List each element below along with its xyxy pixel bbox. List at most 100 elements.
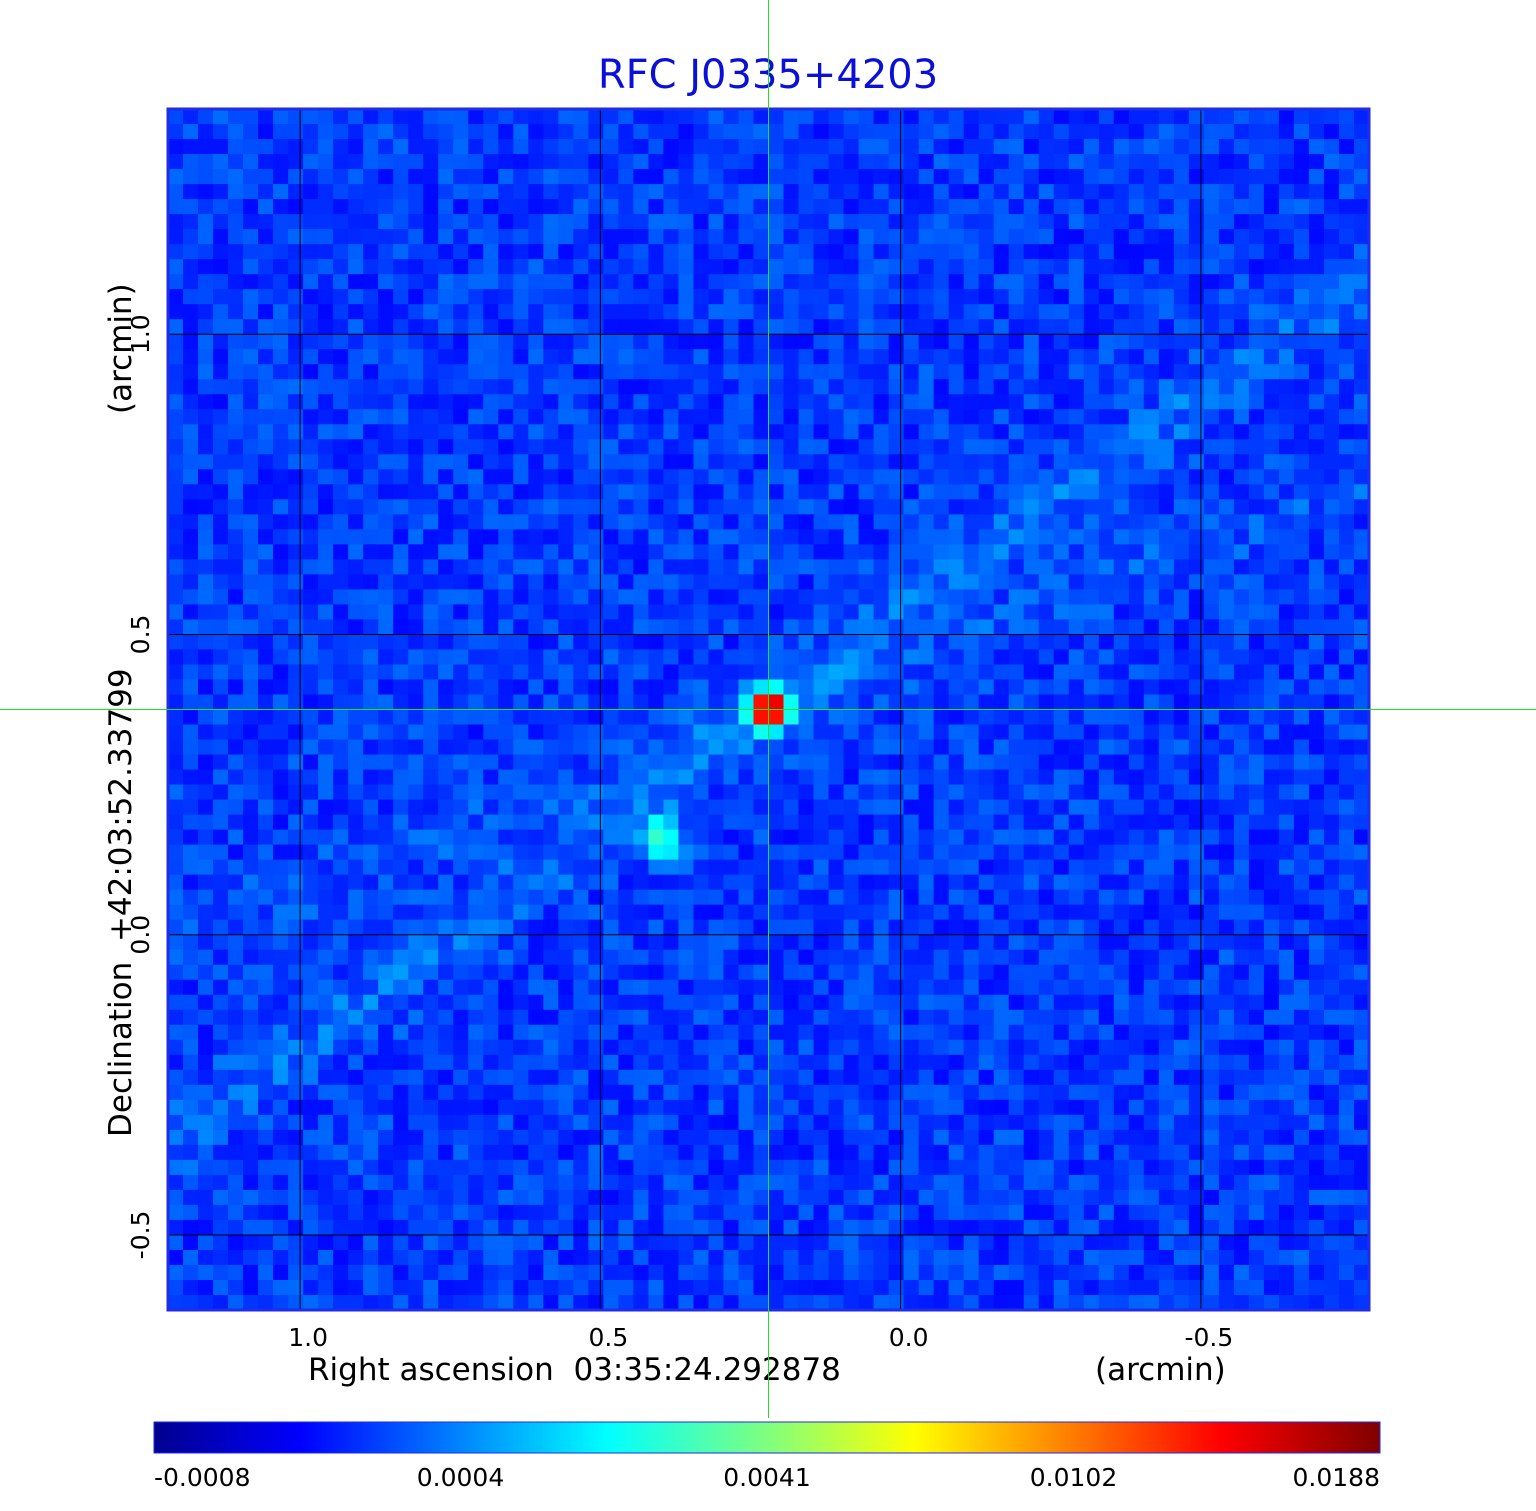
heatmap-cell [378, 814, 394, 831]
heatmap-cell [1323, 904, 1340, 921]
heatmap-cell [1113, 139, 1130, 155]
heatmap-cell [1248, 514, 1265, 530]
heatmap-cell [1098, 484, 1115, 500]
heatmap-cell [1338, 709, 1355, 726]
heatmap-cell [1053, 754, 1070, 771]
heatmap-cell [363, 199, 379, 215]
heatmap-cell [783, 709, 800, 726]
heatmap-cell [438, 919, 454, 936]
heatmap-cell [1248, 499, 1265, 515]
heatmap-cell [963, 349, 980, 365]
heatmap-cell [1293, 604, 1310, 621]
heatmap-cell [453, 589, 469, 606]
heatmap-cell [528, 619, 544, 636]
heatmap-cell [1038, 799, 1055, 816]
heatmap-cell [1173, 844, 1190, 861]
heatmap-cell [918, 214, 935, 230]
heatmap-cell [438, 439, 454, 455]
heatmap-cell [663, 334, 680, 350]
heatmap-cell [1008, 469, 1025, 485]
heatmap-cell [273, 859, 289, 876]
heatmap-cell [1143, 754, 1160, 771]
heatmap-cell [1083, 499, 1100, 515]
heatmap-cell [753, 874, 770, 891]
heatmap-cell [198, 124, 214, 140]
heatmap-cell [693, 769, 710, 786]
heatmap-cell [1023, 559, 1040, 575]
heatmap-cell [183, 214, 199, 230]
heatmap-cell [948, 139, 965, 155]
heatmap-cell [528, 979, 544, 996]
heatmap-cell [933, 559, 950, 575]
heatmap-cell [408, 964, 424, 981]
heatmap-cell [963, 184, 980, 200]
heatmap-cell [738, 694, 755, 711]
heatmap-cell [1278, 799, 1295, 816]
heatmap-cell [678, 184, 695, 200]
heatmap-cell [1323, 814, 1340, 831]
heatmap-cell [183, 304, 199, 320]
heatmap-cell [228, 634, 244, 651]
heatmap-cell [1353, 679, 1370, 696]
heatmap-cell [723, 979, 740, 996]
heatmap-cell [438, 409, 454, 425]
heatmap-cell [1173, 454, 1190, 470]
heatmap-cell [213, 559, 229, 575]
heatmap-cell [378, 964, 394, 981]
heatmap-cell [303, 244, 319, 260]
heatmap-cell [1083, 169, 1100, 185]
heatmap-cell [663, 259, 680, 275]
heatmap-cell [513, 649, 529, 666]
heatmap-cell [603, 274, 619, 290]
heatmap-cell [543, 109, 559, 125]
heatmap-cell [1293, 109, 1310, 125]
heatmap-cell [1098, 724, 1115, 741]
heatmap-cell [858, 499, 875, 515]
heatmap-cell [1263, 124, 1280, 140]
heatmap-cell [1338, 439, 1355, 455]
heatmap-cell [1098, 559, 1115, 575]
heatmap-cell [1083, 649, 1100, 666]
heatmap-cell [753, 934, 770, 951]
heatmap-cell [438, 679, 454, 696]
heatmap-cell [168, 304, 184, 320]
heatmap-cell [258, 559, 274, 575]
heatmap-cell [933, 934, 950, 951]
heatmap-cell [1233, 304, 1250, 320]
heatmap-cell [678, 1024, 695, 1041]
heatmap-cell [813, 679, 830, 696]
heatmap-cell [1143, 124, 1160, 140]
heatmap-cell [1278, 124, 1295, 140]
heatmap-cell [948, 904, 965, 921]
heatmap-cell [903, 919, 920, 936]
heatmap-cell [378, 1009, 394, 1026]
heatmap-cell [843, 889, 860, 906]
heatmap-cell [1203, 499, 1220, 515]
heatmap-cell [1143, 634, 1160, 651]
heatmap-cell [1143, 139, 1160, 155]
heatmap-cell [423, 1024, 439, 1041]
heatmap-cell [723, 634, 740, 651]
heatmap-cell [1113, 769, 1130, 786]
heatmap-cell [528, 514, 544, 530]
heatmap-cell [1263, 184, 1280, 200]
heatmap-cell [483, 694, 499, 711]
heatmap-cell [453, 874, 469, 891]
heatmap-cell [648, 274, 665, 290]
heatmap-cell [1203, 364, 1220, 380]
heatmap-cell [438, 994, 454, 1011]
heatmap-cell [978, 304, 995, 320]
heatmap-cell [1098, 994, 1115, 1011]
heatmap-cell [873, 784, 890, 801]
heatmap-cell [1053, 229, 1070, 245]
heatmap-cell [1053, 544, 1070, 560]
heatmap-cell [753, 754, 770, 771]
heatmap-cell [753, 484, 770, 500]
heatmap-cell [1143, 799, 1160, 816]
heatmap-cell [753, 199, 770, 215]
heatmap-cell [288, 649, 304, 666]
heatmap-cell [1053, 154, 1070, 170]
heatmap-cell [1233, 109, 1250, 125]
heatmap-cell [873, 244, 890, 260]
heatmap-cell [483, 484, 499, 500]
